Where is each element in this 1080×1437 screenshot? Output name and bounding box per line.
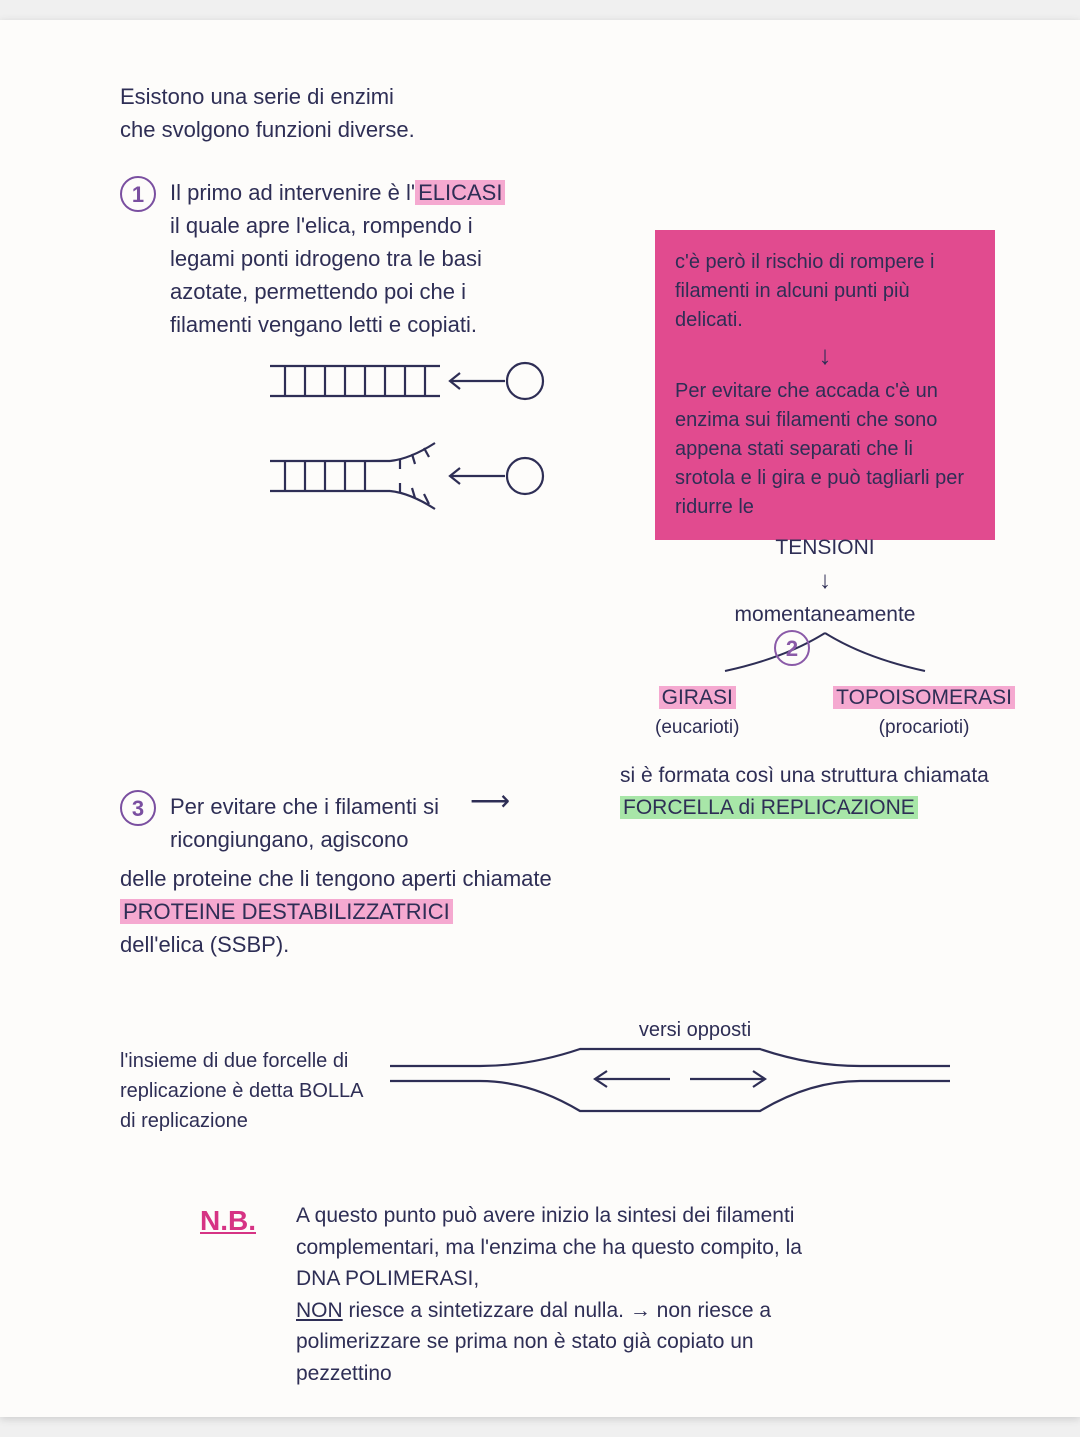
sec3-right: si è formata così una struttura chiamata… [620, 760, 1000, 823]
nb-body-2: riesce a sintetizzare dal nulla. [343, 1299, 624, 1322]
sec3r-l2: FORCELLA di REPLICAZIONE [620, 796, 918, 819]
nb-section: N.B. A questo punto può avere inizio la … [200, 1200, 1000, 1389]
nb-body: A questo punto può avere inizio la sinte… [296, 1200, 816, 1389]
branch-row: GIRASI (eucarioti) TOPOISOMERASI (procar… [655, 682, 1015, 742]
step1-number: 1 [120, 176, 156, 212]
step2-number: 2 [774, 630, 810, 666]
topo-sub: (procarioti) [833, 714, 1015, 743]
girasi-col: GIRASI (eucarioti) [655, 682, 739, 742]
helicase-diagram [260, 351, 1000, 540]
bubble-label: versi opposti [639, 1015, 751, 1045]
step1-body: Il primo ad intervenire è l'ELICASI il q… [170, 176, 520, 341]
bubble-diagram: versi opposti [390, 1021, 1000, 1160]
girasi-label: GIRASI [659, 686, 736, 709]
arrow-right-icon: → [630, 1299, 651, 1322]
topo-col: TOPOISOMERASI (procarioti) [833, 682, 1015, 742]
step3-l2-before: delle proteine che li tengono aperti chi… [120, 866, 552, 891]
step3-l3: dell'elica (SSBP). [120, 928, 560, 961]
tensioni-flow: TENSIONI ↓ momentaneamente GIRASI (eucar… [655, 530, 995, 742]
sec3r-l1: si è formata così una struttura chiamata [620, 760, 1000, 792]
pinkbox-p1: c'è però il rischio di rompere i filamen… [675, 248, 975, 335]
topo-label: TOPOISOMERASI [833, 686, 1015, 709]
step1-highlight: ELICASI [415, 180, 505, 205]
arrow-down-icon: ↓ [819, 567, 831, 594]
step1-before: Il primo ad intervenire è l' [170, 180, 415, 205]
helicase-svg [260, 351, 580, 531]
step1-after: il quale apre l'elica, rompendo i legami… [170, 213, 482, 337]
nb-label: N.B. [200, 1200, 256, 1389]
nb-body-1: A questo punto può avere inizio la sinte… [296, 1204, 802, 1290]
bubble-section: l'insieme di due forcelle di replicazion… [120, 1021, 1000, 1160]
moment-word: momentaneamente [655, 599, 995, 631]
arrow-right-icon: ⟶ [470, 780, 510, 822]
girasi-sub: (eucarioti) [655, 714, 739, 743]
intro-line2: che svolgono funzioni diverse. [120, 113, 520, 146]
step3-l1: Per evitare che i filamenti si ricongiun… [170, 794, 439, 852]
notes-page: Esistono una serie di enzimi che svolgon… [0, 20, 1080, 1417]
nb-non: NON [296, 1299, 343, 1322]
tensioni-word: TENSIONI [655, 532, 995, 564]
branch-lines [665, 633, 985, 673]
step3-number: 3 [120, 790, 156, 826]
intro-line1: Esistono una serie di enzimi [120, 80, 520, 113]
intro-text: Esistono una serie di enzimi che svolgon… [120, 80, 520, 146]
bubble-text: l'insieme di due forcelle di replicazion… [120, 1046, 380, 1136]
step3-l2-hl: PROTEINE DESTABILIZZATRICI [120, 899, 453, 924]
